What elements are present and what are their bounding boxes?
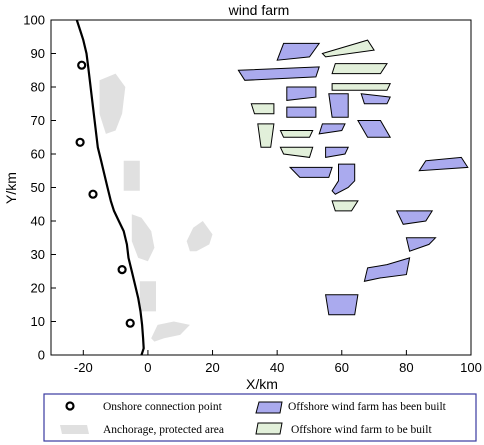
y-tick-label: 80: [31, 80, 45, 95]
built-wind-farm: [318, 123, 346, 135]
y-tick-label: 40: [31, 214, 45, 229]
x-tick-label: 80: [399, 360, 413, 375]
built-wind-farm: [395, 210, 434, 225]
protected-areas: [99, 73, 213, 342]
built-wind-farm: [357, 120, 392, 138]
legend-protected-swatch: [60, 425, 89, 434]
y-tick-label: 20: [31, 281, 45, 296]
planned-wind-farm: [257, 123, 275, 148]
planned-wind-farm: [331, 83, 391, 91]
built-wind-farm: [286, 106, 317, 118]
y-tick-label: 10: [31, 314, 45, 329]
planned-wind-farm: [279, 130, 314, 138]
y-tick-label: 50: [31, 180, 45, 195]
y-axis-ticks: 0 10 20 30 40 50 60 70 80 90 100: [23, 13, 56, 363]
protected-area: [151, 321, 190, 342]
protected-area: [139, 281, 156, 312]
x-axis-title: X/km: [246, 376, 278, 392]
onshore-connection-point: [125, 318, 135, 328]
legend-onshore-marker: [65, 401, 75, 411]
y-axis-title: Y/km: [3, 172, 19, 204]
y-tick-label: 0: [38, 348, 45, 363]
planned-wind-farm: [321, 39, 375, 58]
y-tick-label: 100: [23, 13, 45, 28]
onshore-connection-point: [88, 189, 98, 199]
x-tick-label: 20: [205, 360, 219, 375]
x-axis-ticks: -20 0 20 40 60 80 100: [74, 350, 482, 375]
built-wind-farm: [331, 163, 356, 195]
built-wind-farm: [418, 156, 469, 172]
built-wind-farm: [276, 42, 321, 61]
built-wind-farm: [405, 237, 437, 252]
x-tick-label: 0: [144, 360, 151, 375]
y-tick-label: 30: [31, 247, 45, 262]
built-wind-farm: [286, 86, 317, 101]
y-tick-label: 70: [31, 113, 45, 128]
planned-wind-farm: [279, 146, 314, 158]
y-tick-label: 90: [31, 46, 45, 61]
x-tick-label: 100: [460, 360, 482, 375]
onshore-connection-points: [75, 60, 135, 328]
x-tick-label: 60: [335, 360, 349, 375]
legend-planned-label: Offshore wind farm to be built: [291, 424, 432, 436]
built-wind-farm: [325, 294, 359, 316]
built-wind-farm: [363, 257, 411, 282]
legend-built-label: Offshore wind farm has been built: [288, 401, 447, 413]
onshore-connection-point: [77, 60, 87, 70]
built-wind-farms: [237, 42, 469, 316]
legend-planned-swatch: [255, 422, 283, 435]
legend-onshore-label: Onshore connection point: [103, 401, 223, 413]
built-wind-farm: [360, 93, 391, 105]
protected-area: [131, 214, 155, 262]
legend-protected-label: Anchorage, protected area: [103, 424, 224, 436]
built-wind-farm: [237, 66, 320, 81]
planned-wind-farm: [331, 200, 359, 212]
y-tick-label: 60: [31, 147, 45, 162]
protected-area: [186, 221, 213, 252]
protected-area: [123, 160, 140, 191]
onshore-connection-point: [117, 265, 127, 275]
planned-wind-farm: [250, 103, 275, 115]
legend: Onshore connection point Anchorage, prot…: [43, 393, 477, 442]
coastline: [75, 19, 145, 356]
built-wind-farm: [288, 166, 333, 178]
x-tick-label: 40: [270, 360, 284, 375]
built-wind-farm: [325, 146, 349, 158]
onshore-connection-point: [75, 137, 85, 147]
x-tick-label: -20: [74, 360, 93, 375]
chart-title: wind farm: [228, 2, 290, 18]
built-wind-farm: [328, 93, 349, 118]
protected-area: [99, 73, 126, 134]
planned-wind-farm: [331, 63, 388, 75]
legend-built-swatch: [255, 401, 283, 414]
planned-wind-farms: [250, 39, 391, 212]
